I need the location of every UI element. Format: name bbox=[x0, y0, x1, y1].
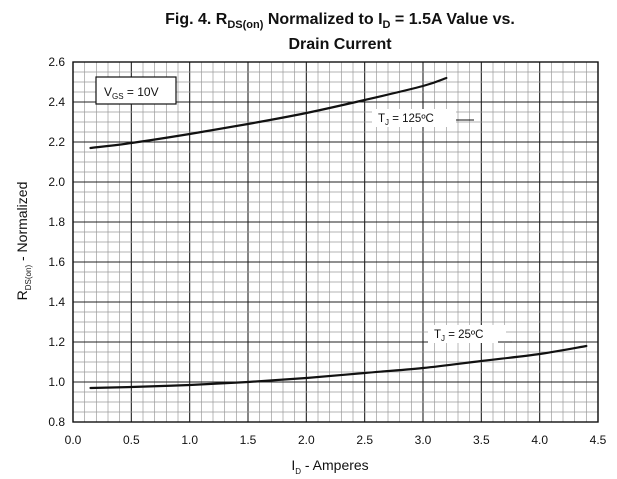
vgs-annotation: VGS = 10V bbox=[95, 76, 177, 105]
x-tick-labels: 0.0 0.5 1.0 1.5 2.0 2.5 3.0 3.5 4.0 4.5 bbox=[65, 433, 607, 447]
y-tick-label: 1.4 bbox=[48, 295, 65, 309]
y-tick-label: 2.4 bbox=[48, 95, 65, 109]
x-tick-label: 2.0 bbox=[298, 433, 315, 447]
vgs-label: VGS = 10V bbox=[104, 85, 159, 101]
chart-title-line1: Fig. 4. RDS(on) Normalized to ID = 1.5A … bbox=[165, 11, 515, 31]
y-tick-label: 1.8 bbox=[48, 215, 65, 229]
y-axis-label: RDS(on) - Normalized bbox=[14, 182, 33, 301]
plot-frame bbox=[72, 61, 599, 423]
series-label-25-bg bbox=[428, 325, 506, 343]
y-tick-label: 1.6 bbox=[48, 255, 65, 269]
y-tick-label: 2.6 bbox=[48, 55, 65, 69]
series-label-125: TJ = 125ºC bbox=[372, 109, 474, 127]
x-tick-label: 1.5 bbox=[240, 433, 257, 447]
y-tick-label: 2.0 bbox=[48, 175, 65, 189]
chart-title-line2: Drain Current bbox=[288, 36, 392, 53]
x-tick-label: 3.5 bbox=[473, 433, 490, 447]
y-tick-label: 2.2 bbox=[48, 135, 65, 149]
y-tick-labels: 0.8 1.0 1.2 1.4 1.6 1.8 2.0 2.2 2.4 2.6 bbox=[48, 55, 65, 429]
x-tick-label: 3.0 bbox=[415, 433, 432, 447]
y-tick-label: 0.8 bbox=[48, 415, 65, 429]
plot-frame-rect bbox=[72, 61, 599, 423]
x-tick-label: 2.5 bbox=[356, 433, 373, 447]
x-tick-label: 0.5 bbox=[123, 433, 140, 447]
grid bbox=[72, 61, 599, 423]
y-tick-label: 1.2 bbox=[48, 335, 65, 349]
series-label-25: TJ = 25ºC bbox=[428, 325, 512, 343]
x-tick-label: 1.0 bbox=[181, 433, 198, 447]
y-tick-label: 1.0 bbox=[48, 375, 65, 389]
series-label-125-bg bbox=[372, 109, 456, 127]
x-axis-label: ID - Amperes bbox=[291, 457, 368, 476]
x-tick-label: 4.0 bbox=[531, 433, 548, 447]
vgs-box bbox=[95, 76, 177, 105]
series-label-125-text: TJ = 125ºC bbox=[378, 113, 434, 127]
series-line-tj-125c bbox=[89, 76, 448, 150]
series-lines bbox=[89, 76, 588, 390]
x-tick-label: 4.5 bbox=[590, 433, 607, 447]
series-line-tj-25c bbox=[89, 344, 588, 390]
series-label-25-text: TJ = 25ºC bbox=[434, 329, 483, 343]
x-tick-label: 0.0 bbox=[65, 433, 82, 447]
